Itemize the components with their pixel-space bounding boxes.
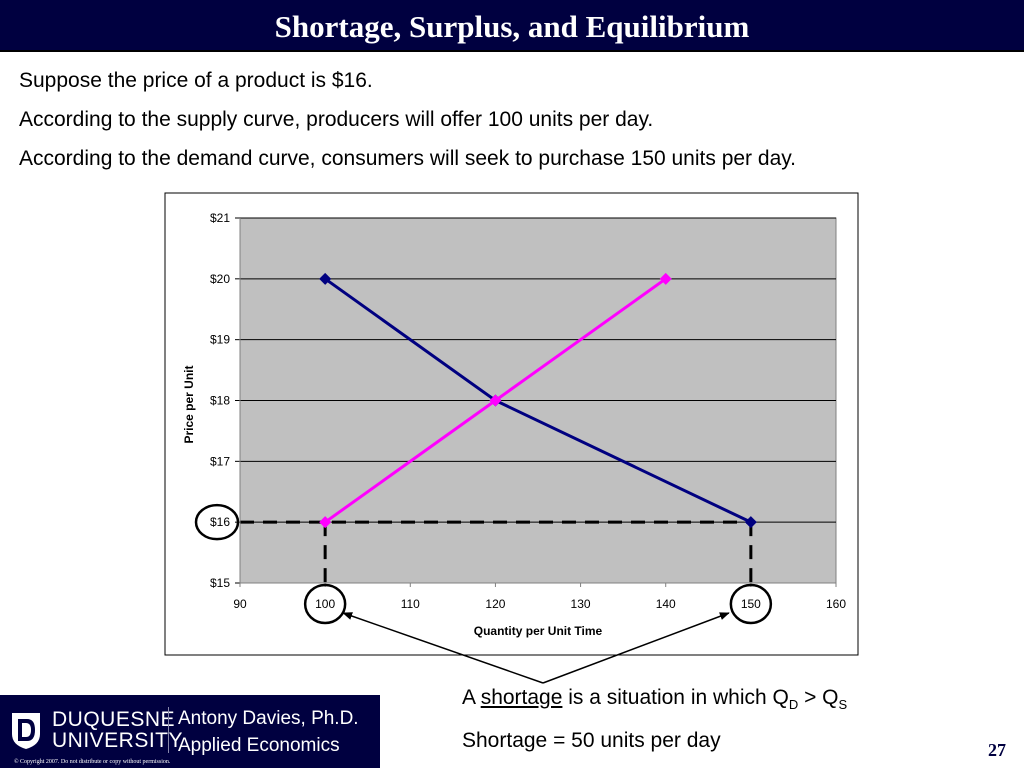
copyright-notice: © Copyright 2007. Do not distribute or c…: [14, 759, 171, 765]
data-point: [319, 272, 332, 285]
university-logo: DUQUESNE UNIVERSITY Antony Davies, Ph.D.…: [0, 695, 380, 768]
x-tick-label: 120: [485, 597, 505, 611]
callout-arrow: [342, 612, 544, 684]
logo-divider: [168, 707, 169, 753]
shortage-term: shortage: [480, 686, 563, 709]
data-point: [659, 272, 672, 285]
callout-arrow: [542, 612, 730, 684]
data-point: [489, 394, 502, 407]
x-tick-label: 150: [741, 597, 761, 611]
qs-subscript: S: [838, 697, 848, 713]
shortage-amount: Shortage = 50 units per day: [462, 729, 721, 752]
data-point: [319, 516, 332, 529]
y-axis-title: Price per Unit: [182, 365, 196, 443]
y-tick-label: $20: [210, 272, 230, 286]
shortage-definition: A shortage is a situation in which QD > …: [462, 686, 847, 712]
qd-subscript: D: [788, 697, 799, 713]
y-tick-label: $19: [210, 333, 230, 347]
definition-mid: is a situation in which Q: [562, 686, 789, 709]
university-name-line-1: DUQUESNE: [52, 708, 176, 731]
tick-highlight-circle: [303, 583, 347, 625]
x-tick-label: 100: [315, 597, 335, 611]
y-tick-label: $16: [210, 515, 230, 529]
course-name: Applied Economics: [178, 735, 340, 756]
intro-line-3: According to the demand curve, consumers…: [19, 147, 797, 170]
y-tick-label: $17: [210, 454, 230, 468]
x-tick-label: 110: [401, 597, 420, 611]
definition-prefix: A: [462, 686, 481, 709]
definition-gt: > Q: [798, 686, 839, 709]
x-tick-label: 90: [233, 597, 247, 611]
tick-highlight-circle: [729, 583, 773, 625]
title-bar: [0, 0, 1024, 52]
y-tick-label: $15: [210, 576, 230, 590]
x-axis-title: Quantity per Unit Time: [474, 624, 603, 638]
intro-line-1: Suppose the price of a product is $16.: [19, 69, 373, 92]
x-tick-label: 130: [571, 597, 591, 611]
page-number: 27: [988, 740, 1006, 760]
x-tick-label: 140: [656, 597, 676, 611]
seal-icon: [12, 713, 40, 749]
x-tick-label: 160: [826, 597, 846, 611]
y-tick-label: $21: [210, 211, 230, 225]
author-name: Antony Davies, Ph.D.: [178, 708, 359, 729]
data-point: [744, 516, 757, 529]
university-name-line-2: UNIVERSITY: [52, 729, 184, 752]
tick-highlight-circle: [194, 503, 240, 541]
intro-line-2: According to the supply curve, producers…: [19, 108, 654, 131]
slide-title: Shortage, Surplus, and Equilibrium: [274, 9, 750, 44]
y-tick-label: $18: [210, 394, 230, 408]
